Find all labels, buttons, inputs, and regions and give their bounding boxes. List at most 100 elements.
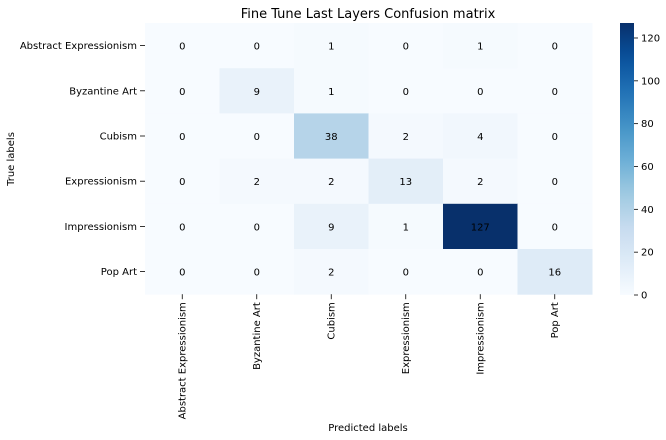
heatmap-cell-r2-c1 <box>219 113 295 160</box>
heatmap-cell-r3-c1 <box>219 158 295 205</box>
heatmap-cell-r3-c3 <box>368 158 444 205</box>
colorbar: 0 20 40 60 80 100 120 <box>620 23 660 302</box>
cell-value-r5-c3: 0 <box>403 268 409 279</box>
cell-value-r0-c0: 0 <box>179 42 185 53</box>
colorbar-tick-label-100: 100 <box>641 76 660 87</box>
cell-value-r5-c0: 0 <box>179 268 185 279</box>
y-axis-label: True labels <box>6 132 17 187</box>
colorbar-tick-label-80: 80 <box>641 119 654 130</box>
heatmap-cell-r1-c3 <box>368 68 444 114</box>
cell-value-r0-c3: 0 <box>403 42 409 53</box>
x-tick-label-pop-art: Pop Art <box>550 302 561 338</box>
heatmap-cell-r0-c2 <box>294 23 369 69</box>
colorbar-tick-label-60: 60 <box>641 162 654 173</box>
x-axis-label: Predicted labels <box>328 423 408 434</box>
heatmap-cell-r1-c2 <box>294 68 369 114</box>
heatmap-cell-r0-c1 <box>219 23 295 69</box>
heatmap-cell-r3-c2 <box>294 158 369 205</box>
y-tick-labels: Abstract Expressionism Byzantine Art Cubis… <box>20 41 145 278</box>
heatmap-cell-r3-c4 <box>443 158 518 205</box>
heatmap-cell-r0-c3 <box>368 23 444 69</box>
cell-value-r2-c1: 0 <box>254 132 260 143</box>
cell-value-r4-c1: 0 <box>254 222 260 233</box>
colorbar-tick-label-0: 0 <box>641 291 647 302</box>
cell-value-r1-c0: 0 <box>179 87 185 98</box>
cell-value-r1-c1: 9 <box>254 87 260 98</box>
heatmap-cell-r0-c5 <box>517 23 593 69</box>
cell-value-r5-c4: 0 <box>477 268 483 279</box>
cell-value-r1-c3: 0 <box>403 87 409 98</box>
heatmap-cell-r5-c0 <box>145 249 220 295</box>
colorbar-tick-label-120: 120 <box>641 33 660 44</box>
heatmap-cell-r0-c0 <box>145 23 220 69</box>
heatmap-cell-r4-c5 <box>517 203 593 250</box>
cell-value-r4-c5: 0 <box>552 222 558 233</box>
heatmap-cell-r2-c0 <box>145 113 220 160</box>
cell-value-r0-c5: 0 <box>552 42 558 53</box>
cell-value-r1-c5: 0 <box>552 87 558 98</box>
x-tick-labels: Abstract Expressionism Byzantine Art Cubis… <box>178 294 561 419</box>
heatmap-cell-r5-c1 <box>219 249 295 295</box>
cell-value-r5-c1: 0 <box>254 268 260 279</box>
cell-value-r3-c5: 0 <box>552 177 558 188</box>
heatmap-cell-r2-c3 <box>368 113 444 160</box>
cell-value-r3-c4: 2 <box>477 177 483 188</box>
colorbar-tick-label-20: 20 <box>641 248 654 259</box>
cell-value-r0-c1: 0 <box>254 42 260 53</box>
heatmap-cell-r1-c4 <box>443 68 518 114</box>
heatmap-cell-r0-c4 <box>443 23 518 69</box>
cell-value-r2-c2: 38 <box>325 132 338 143</box>
heatmap-cell-r1-c1 <box>219 68 295 114</box>
cell-value-r2-c4: 4 <box>477 132 483 143</box>
cell-value-r5-c5: 16 <box>548 268 561 279</box>
cell-value-r4-c2: 9 <box>328 222 334 233</box>
x-tick-label-byzantine-art: Byzantine Art <box>252 302 263 370</box>
y-tick-label-abstract-expressionism: Abstract Expressionism <box>20 41 137 52</box>
heatmap-cell-r2-c5 <box>517 113 593 160</box>
y-tick-label-expressionism: Expressionism <box>65 177 137 188</box>
heatmap-cell-r4-c1 <box>219 203 295 250</box>
heatmap-cells <box>145 23 593 295</box>
y-tick-label-cubism: Cubism <box>100 132 137 143</box>
cell-value-r5-c2: 2 <box>328 268 334 279</box>
heatmap-cell-r4-c4 <box>443 203 518 250</box>
heatmap-cell-r4-c0 <box>145 203 220 250</box>
heatmap-cell-r2-c2 <box>294 113 369 160</box>
cell-value-r1-c2: 1 <box>328 87 334 98</box>
cell-value-r3-c2: 2 <box>328 177 334 188</box>
x-tick-label-cubism: Cubism <box>327 302 338 339</box>
cell-value-r2-c3: 2 <box>403 132 409 143</box>
cell-value-r3-c1: 2 <box>254 177 260 188</box>
cell-value-r4-c4: 127 <box>471 222 490 233</box>
cell-value-r1-c4: 0 <box>477 87 483 98</box>
heatmap-cell-r2-c4 <box>443 113 518 160</box>
y-tick-label-pop-art: Pop Art <box>101 267 137 278</box>
cell-value-r2-c5: 0 <box>552 132 558 143</box>
heatmap-cell-r4-c3 <box>368 203 444 250</box>
cell-value-r0-c2: 1 <box>328 42 334 53</box>
heatmap-cell-r1-c0 <box>145 68 220 114</box>
cell-value-r4-c0: 0 <box>179 222 185 233</box>
colorbar-gradient <box>620 23 634 295</box>
heatmap-cell-r3-c0 <box>145 158 220 205</box>
heatmap-cell-r5-c2 <box>294 249 369 295</box>
cell-value-r3-c0: 0 <box>179 177 185 188</box>
cell-value-r3-c3: 13 <box>399 177 412 188</box>
x-tick-label-expressionism: Expressionism <box>401 302 412 374</box>
x-tick-label-impressionism: Impressionism <box>476 302 487 374</box>
heatmap-cell-r5-c3 <box>368 249 444 295</box>
y-tick-label-impressionism: Impressionism <box>65 222 137 233</box>
cell-value-r2-c0: 0 <box>179 132 185 143</box>
colorbar-tick-label-40: 40 <box>641 205 654 216</box>
heatmap-cell-r5-c4 <box>443 249 518 295</box>
chart-title: Fine Tune Last Layers Confusion matrix <box>241 7 496 22</box>
heatmap-cell-r3-c5 <box>517 158 593 205</box>
x-tick-label-abstract-expressionism: Abstract Expressionism <box>178 302 189 419</box>
heatmap-cell-r5-c5 <box>517 249 593 295</box>
heatmap-cell-r1-c5 <box>517 68 593 114</box>
y-tick-label-byzantine-art: Byzantine Art <box>69 86 137 97</box>
heatmap-cell-labels: 0 0 1 0 1 0 0 9 1 0 0 0 0 0 38 2 4 0 0 2 2 13 2 0 0 0 9 1 127 0 0 0 2 0 0 1… <box>179 42 561 279</box>
heatmap-cell-r4-c2 <box>294 203 369 250</box>
cell-value-r0-c4: 1 <box>477 42 483 53</box>
